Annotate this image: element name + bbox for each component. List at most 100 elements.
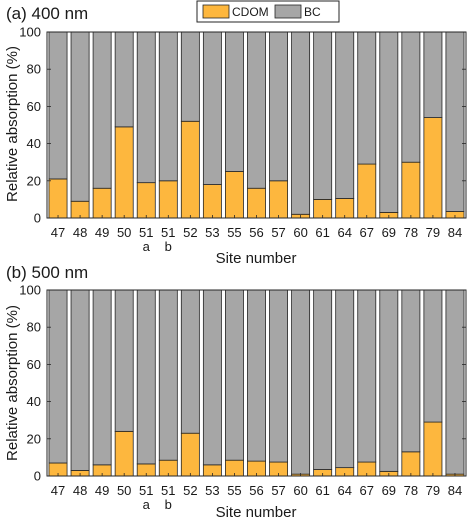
panel-a-xtick-label-10: 57 [271, 225, 285, 240]
panel-b-xtick-label-3: 50 [117, 483, 131, 498]
panel-a-bar-bc-10 [269, 31, 288, 182]
panel-b-bar-bc-18 [445, 289, 465, 475]
panel-a-xtick-label-4: 51 [139, 225, 153, 240]
legend-box [196, 0, 340, 23]
panel-a-ytick-label-3: 60 [27, 99, 41, 114]
panel-a-ytick-label-2: 40 [27, 136, 41, 151]
panel-a-bar-bc-4 [136, 31, 156, 184]
panel-a-xtick-label-8: 55 [227, 225, 241, 240]
panel-b-xtick-label-16: 78 [404, 483, 418, 498]
panel-a-bar-bc-8 [225, 31, 244, 172]
panel-b-bar-bc-11 [291, 289, 311, 475]
panel-a-bar-bc-9 [247, 31, 266, 189]
panel-a-xtick-sublabel-4: a [143, 239, 151, 254]
panel-a-bar-bc-18 [445, 31, 465, 212]
panel-b-ytick-label-0: 0 [34, 469, 41, 484]
panel-a-bar-bc-2 [92, 31, 112, 189]
panel-b-bar-bc-8 [225, 289, 244, 461]
panel-b-bar-bc-15 [379, 289, 399, 472]
panel-a-bar-cdom-3 [114, 126, 134, 219]
panel-b-xtick-label-10: 57 [271, 483, 285, 498]
panel-b-bar-cdom-6 [180, 432, 200, 477]
panel-a-bar-bc-16 [401, 31, 421, 163]
panel-b-bar-cdom-17 [423, 421, 443, 477]
panel-a-bar-bc-12 [313, 31, 333, 200]
panel-b-xtick-label-8: 55 [227, 483, 241, 498]
panel-a: (a) 400 nm Relative absorption (%) Site … [4, 4, 467, 267]
panel-a-ytick-label-1: 20 [27, 173, 41, 188]
panel-a-bar-cdom-0 [48, 178, 68, 219]
panel-b-bar-bc-16 [401, 289, 421, 453]
panel-b: (b) 500 nm Relative absorption (%) Site … [4, 263, 467, 519]
panel-a-xtick-label-17: 79 [426, 225, 440, 240]
panel-b-ytick-label-2: 40 [27, 394, 41, 409]
panel-b-ylabel: Relative absorption (%) [4, 305, 21, 461]
panel-a-title: (a) 400 nm [6, 4, 88, 23]
panel-b-xtick-label-14: 67 [360, 483, 374, 498]
panel-b-bar-cdom-16 [401, 451, 421, 477]
panel-a-xtick-sublabel-5: b [165, 239, 172, 254]
panel-b-ytick-label-3: 60 [27, 357, 41, 372]
panel-b-bar-bc-6 [180, 289, 200, 434]
panel-b-xlabel: Site number [216, 504, 297, 519]
panel-b-xtick-label-13: 64 [337, 483, 351, 498]
panel-a-xtick-label-6: 52 [183, 225, 197, 240]
legend-label-bc: BC [304, 5, 321, 19]
panel-a-ytick-label-0: 0 [34, 211, 41, 226]
panel-a-bar-cdom-5 [158, 180, 178, 219]
legend: CDOM BC [196, 0, 340, 23]
panel-b-bar-bc-17 [423, 289, 443, 423]
panel-b-ytick-label-4: 80 [27, 320, 41, 335]
panel-b-xtick-label-9: 56 [249, 483, 263, 498]
panel-a-xtick-label-13: 64 [337, 225, 351, 240]
panel-b-bar-bc-5 [158, 289, 178, 461]
panel-b-xtick-label-15: 69 [382, 483, 396, 498]
panel-a-xtick-label-16: 78 [404, 225, 418, 240]
panel-b-xtick-label-7: 53 [205, 483, 219, 498]
panel-b-bar-bc-14 [357, 289, 377, 463]
panel-b-xtick-label-18: 84 [448, 483, 462, 498]
panel-a-bar-cdom-2 [92, 187, 112, 219]
panel-a-xtick-label-2: 49 [95, 225, 109, 240]
panel-a-xtick-label-11: 60 [293, 225, 307, 240]
panel-a-bar-bc-11 [291, 31, 311, 215]
panel-a-xtick-label-18: 84 [448, 225, 462, 240]
panel-a-bar-cdom-7 [202, 184, 222, 219]
panel-b-frame [46, 289, 467, 477]
panel-a-bar-cdom-17 [423, 117, 443, 219]
legend-swatch-cdom [202, 4, 230, 19]
panel-a-xtick-label-15: 69 [382, 225, 396, 240]
panel-a-bar-bc-1 [70, 31, 90, 202]
panel-b-xtick-sublabel-5: b [165, 497, 172, 512]
panel-a-bar-bc-5 [158, 31, 178, 182]
panel-a-bar-cdom-4 [136, 182, 156, 219]
panel-b-bar-bc-3 [114, 289, 134, 432]
panel-b-xtick-sublabel-4: a [143, 497, 151, 512]
panel-a-xtick-label-3: 50 [117, 225, 131, 240]
panel-a-xtick-label-7: 53 [205, 225, 219, 240]
panel-a-xlabel: Site number [216, 250, 297, 267]
panel-a-bar-cdom-10 [269, 180, 288, 219]
panel-b-bar-bc-13 [335, 289, 355, 469]
panel-a-ylabel: Relative absorption (%) [4, 46, 21, 202]
panel-b-xtick-label-11: 60 [293, 483, 307, 498]
panel-b-xtick-label-0: 47 [51, 483, 65, 498]
panel-a-xtick-label-9: 56 [249, 225, 263, 240]
panel-b-xtick-label-12: 61 [315, 483, 329, 498]
panel-b-bar-bc-7 [202, 289, 222, 466]
panel-a-xtick-label-14: 67 [360, 225, 374, 240]
panel-b-xtick-label-2: 49 [95, 483, 109, 498]
panel-a-bar-bc-3 [114, 31, 134, 128]
panel-a-xtick-label-12: 61 [315, 225, 329, 240]
panel-b-xtick-label-5: 51 [161, 483, 175, 498]
panel-b-xtick-label-6: 52 [183, 483, 197, 498]
panel-b-xtick-label-17: 79 [426, 483, 440, 498]
panel-b-bar-bc-1 [70, 289, 90, 471]
panel-b-bar-bc-4 [136, 289, 156, 465]
panel-b-ytick-label-1: 20 [27, 431, 41, 446]
panel-a-bar-cdom-8 [225, 171, 244, 219]
legend-swatch-bc [274, 4, 302, 19]
panel-a-bar-bc-15 [379, 31, 399, 213]
panel-b-bar-bc-0 [48, 289, 68, 464]
